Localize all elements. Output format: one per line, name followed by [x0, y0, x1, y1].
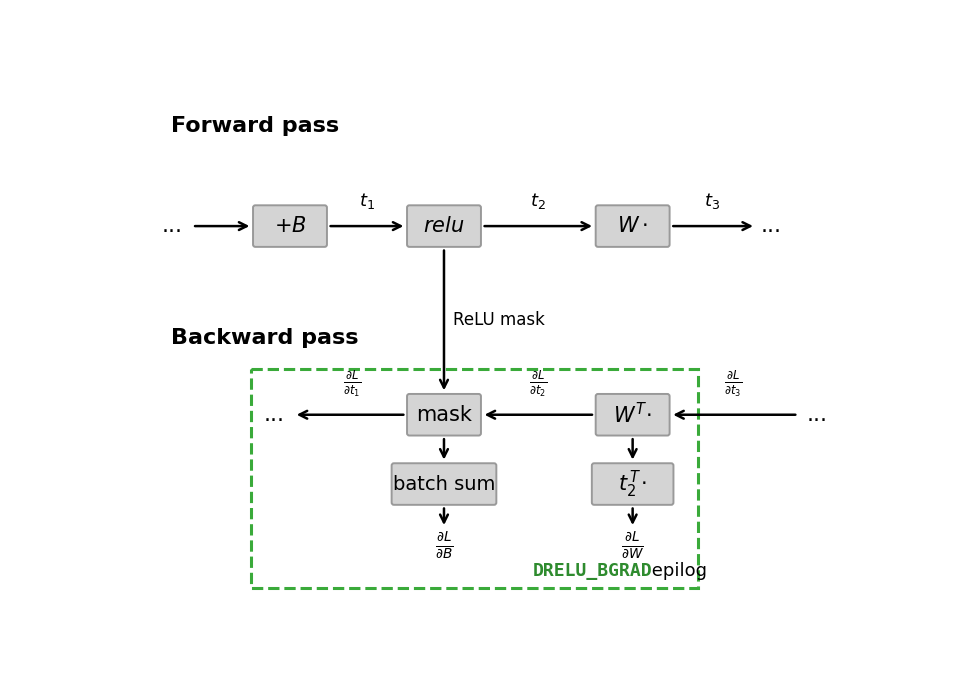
FancyBboxPatch shape	[595, 206, 670, 247]
Text: $W^T\!\cdot$: $W^T\!\cdot$	[613, 402, 652, 427]
Text: $\frac{\partial L}{\partial W}$: $\frac{\partial L}{\partial W}$	[621, 530, 644, 560]
FancyBboxPatch shape	[407, 394, 481, 436]
Text: $t_2^{\,T}\!\cdot$: $t_2^{\,T}\!\cdot$	[619, 468, 647, 500]
FancyBboxPatch shape	[253, 206, 327, 247]
Text: $t_2$: $t_2$	[530, 191, 547, 210]
Text: Forward pass: Forward pass	[171, 116, 339, 136]
Text: ...: ...	[760, 216, 782, 236]
Text: epilog: epilog	[646, 562, 708, 580]
Text: $relu$: $relu$	[424, 216, 465, 236]
Text: $+B$: $+B$	[273, 216, 306, 236]
Text: $\frac{\partial L}{\partial B}$: $\frac{\partial L}{\partial B}$	[434, 530, 453, 560]
Text: DRELU_BGRAD: DRELU_BGRAD	[533, 562, 652, 580]
FancyBboxPatch shape	[391, 464, 497, 505]
Text: ...: ...	[162, 216, 183, 236]
Text: $t_1$: $t_1$	[359, 191, 375, 210]
Text: $\frac{\partial L}{\partial t_3}$: $\frac{\partial L}{\partial t_3}$	[723, 369, 742, 399]
FancyBboxPatch shape	[591, 464, 673, 505]
Text: Backward pass: Backward pass	[171, 328, 358, 348]
Text: $t_3$: $t_3$	[704, 191, 719, 210]
Text: $W\cdot$: $W\cdot$	[617, 216, 648, 236]
FancyBboxPatch shape	[407, 206, 481, 247]
Text: $\frac{\partial L}{\partial t_2}$: $\frac{\partial L}{\partial t_2}$	[529, 369, 548, 399]
Text: $\frac{\partial L}{\partial t_1}$: $\frac{\partial L}{\partial t_1}$	[343, 369, 361, 399]
FancyBboxPatch shape	[595, 394, 670, 436]
Text: ...: ...	[807, 405, 828, 424]
Text: mask: mask	[416, 405, 472, 424]
Text: ...: ...	[264, 405, 285, 424]
Text: batch sum: batch sum	[392, 475, 495, 493]
Text: ReLU mask: ReLU mask	[453, 312, 546, 330]
